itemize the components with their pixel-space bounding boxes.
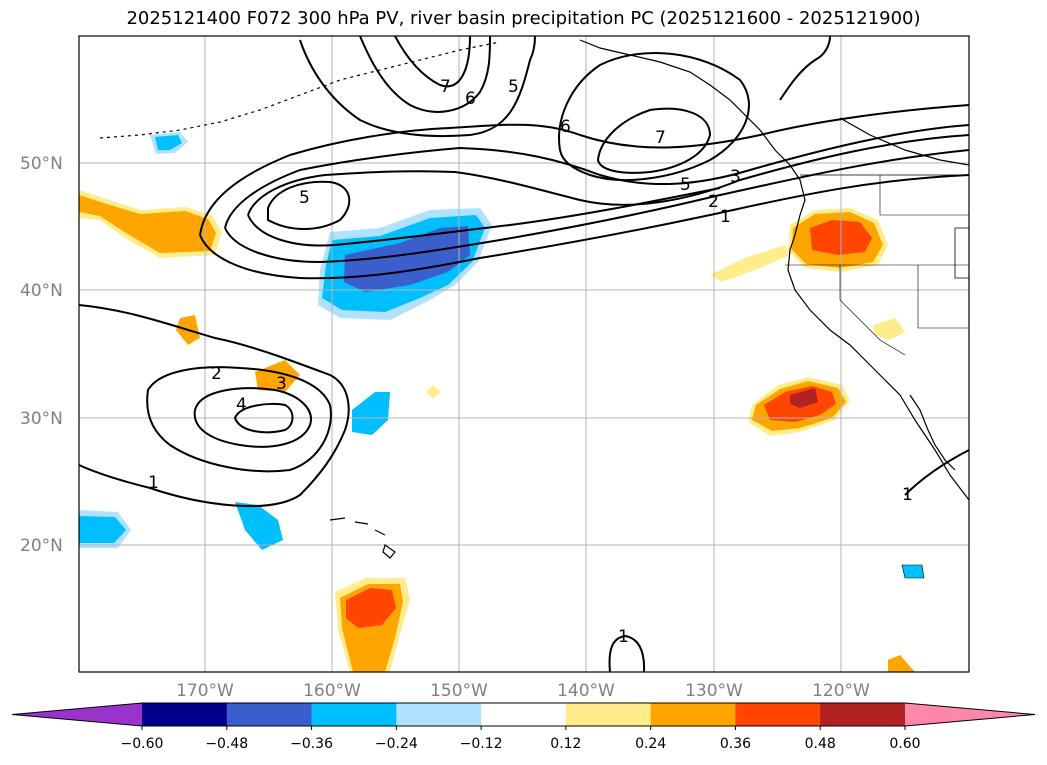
negative-region-baja	[902, 565, 924, 578]
colorbar-tick-label: −0.36	[290, 736, 333, 752]
colorbar-tick-label: 0.60	[889, 736, 920, 752]
contour-label: 1	[618, 627, 629, 647]
map-frame	[78, 35, 970, 673]
lon-label-130w: 130°W	[685, 681, 743, 701]
positive-region-nevada	[873, 318, 905, 340]
pv-contour-4-south	[233, 402, 294, 434]
colorbar-segment	[396, 703, 482, 726]
negative-region-hawaii-nw	[235, 502, 283, 550]
negative-region-aleutian-core	[155, 135, 182, 150]
colorbar-segment	[735, 703, 821, 726]
colorbar-segment	[226, 703, 313, 726]
colorbar-tick-label: 0.12	[550, 736, 581, 752]
colorbar-tick-label: 0.48	[805, 736, 836, 752]
colorbar-segment	[481, 703, 567, 726]
lon-label-120w: 120°W	[812, 681, 870, 701]
lat-label-30n: 30°N	[20, 409, 63, 429]
contour-label: 7	[655, 128, 666, 148]
gridlines	[79, 36, 969, 672]
contour-label: 5	[508, 77, 519, 97]
pv-contour-2-jet-south	[224, 149, 969, 264]
pv-contour-1-bottom	[608, 634, 646, 672]
colorbar-extend-max	[905, 703, 1035, 726]
positive-region-hawaii	[255, 360, 300, 392]
colorbar-segment	[142, 703, 228, 726]
lon-label-160w: 160°W	[303, 681, 361, 701]
contour-label: 2	[211, 364, 222, 384]
pv-contour-7-east	[596, 107, 712, 174]
pv-contour-5-north	[299, 36, 536, 138]
colorbar-segment	[311, 703, 397, 726]
lon-label-170w: 170°W	[176, 681, 234, 701]
positive-region-west-core	[79, 195, 216, 253]
map-title: 2025121400 F072 300 hPa PV, river basin …	[126, 8, 921, 29]
pv-contour-6-north	[359, 36, 491, 113]
plot-area: 7 6 5 6 7 5 3 2 1 5 2 3 4 1 1 1	[79, 36, 969, 672]
colorbar-tick-label: −0.12	[460, 736, 503, 752]
negative-region-central	[352, 392, 390, 435]
coastlines	[99, 39, 969, 579]
contour-label: 1	[720, 207, 731, 227]
colorbar-segment	[565, 703, 652, 726]
positive-region-south-inner	[346, 588, 396, 628]
latitude-labels: 50°N 40°N 30°N 20°N	[20, 154, 63, 556]
pv-contour-6-east	[558, 52, 750, 181]
pv-contour-1-jet-south	[199, 174, 969, 280]
precip-shading	[79, 132, 924, 672]
pv-contour-5-west	[267, 180, 351, 230]
colorbar-tick-label: −0.24	[375, 736, 418, 752]
positive-region-coast-streak	[710, 245, 790, 282]
positive-region-east-ocean-max	[790, 388, 818, 408]
contour-label: 3	[276, 374, 287, 394]
contour-label: 7	[440, 77, 451, 97]
pv-contour-1-southeast	[904, 449, 969, 496]
colorbar-extend-min	[12, 703, 142, 726]
positive-region-dot	[426, 385, 440, 399]
contour-label: 5	[299, 188, 310, 208]
pv-contour-2-south	[146, 366, 332, 473]
lat-label-40n: 40°N	[20, 281, 63, 301]
contour-label: 6	[465, 89, 476, 109]
pv-contour-1-jet	[199, 104, 969, 236]
pv-contour-1-north	[79, 304, 350, 508]
colorbar-tick-label: −0.48	[205, 736, 248, 752]
positive-region-mexico	[888, 655, 915, 672]
pv-contours	[79, 36, 969, 672]
contour-label: 1	[148, 473, 159, 493]
pv-contour-7-north	[394, 36, 471, 88]
negative-region-west-edge-core	[79, 516, 126, 543]
lon-label-150w: 150°W	[430, 681, 488, 701]
contour-label: 6	[560, 117, 571, 137]
pv-contour-3-south	[193, 387, 312, 448]
pv-contour-3-jet	[247, 134, 969, 216]
contour-label: 3	[730, 167, 741, 187]
contour-labels: 7 6 5 6 7 5 3 2 1 5 2 3 4 1 1 1	[148, 77, 913, 647]
longitude-labels: 170°W 160°W 150°W 140°W 130°W 120°W	[176, 681, 870, 701]
colorbar-segment	[820, 703, 906, 726]
lat-label-20n: 20°N	[20, 536, 63, 556]
pv-contour-3-jet-south	[247, 187, 721, 247]
colorbar-segment	[650, 703, 736, 726]
contour-label: 2	[708, 192, 719, 212]
colorbar: −0.60 −0.48 −0.36 −0.24 −0.12 0.12 0.24 0.36 0.4…	[11, 702, 1036, 752]
colorbar-tick-label: −0.60	[121, 736, 164, 752]
pv-contour-1-east	[779, 36, 831, 101]
contour-label: 4	[236, 395, 247, 415]
contour-label: 1	[902, 485, 913, 505]
lon-label-140w: 140°W	[557, 681, 615, 701]
colorbar-tick-label: 0.24	[635, 736, 666, 752]
pv-contour-2-jet	[224, 124, 969, 229]
contour-label: 5	[680, 175, 691, 195]
lat-label-50n: 50°N	[20, 154, 63, 174]
colorbar-tick-label: 0.36	[720, 736, 751, 752]
